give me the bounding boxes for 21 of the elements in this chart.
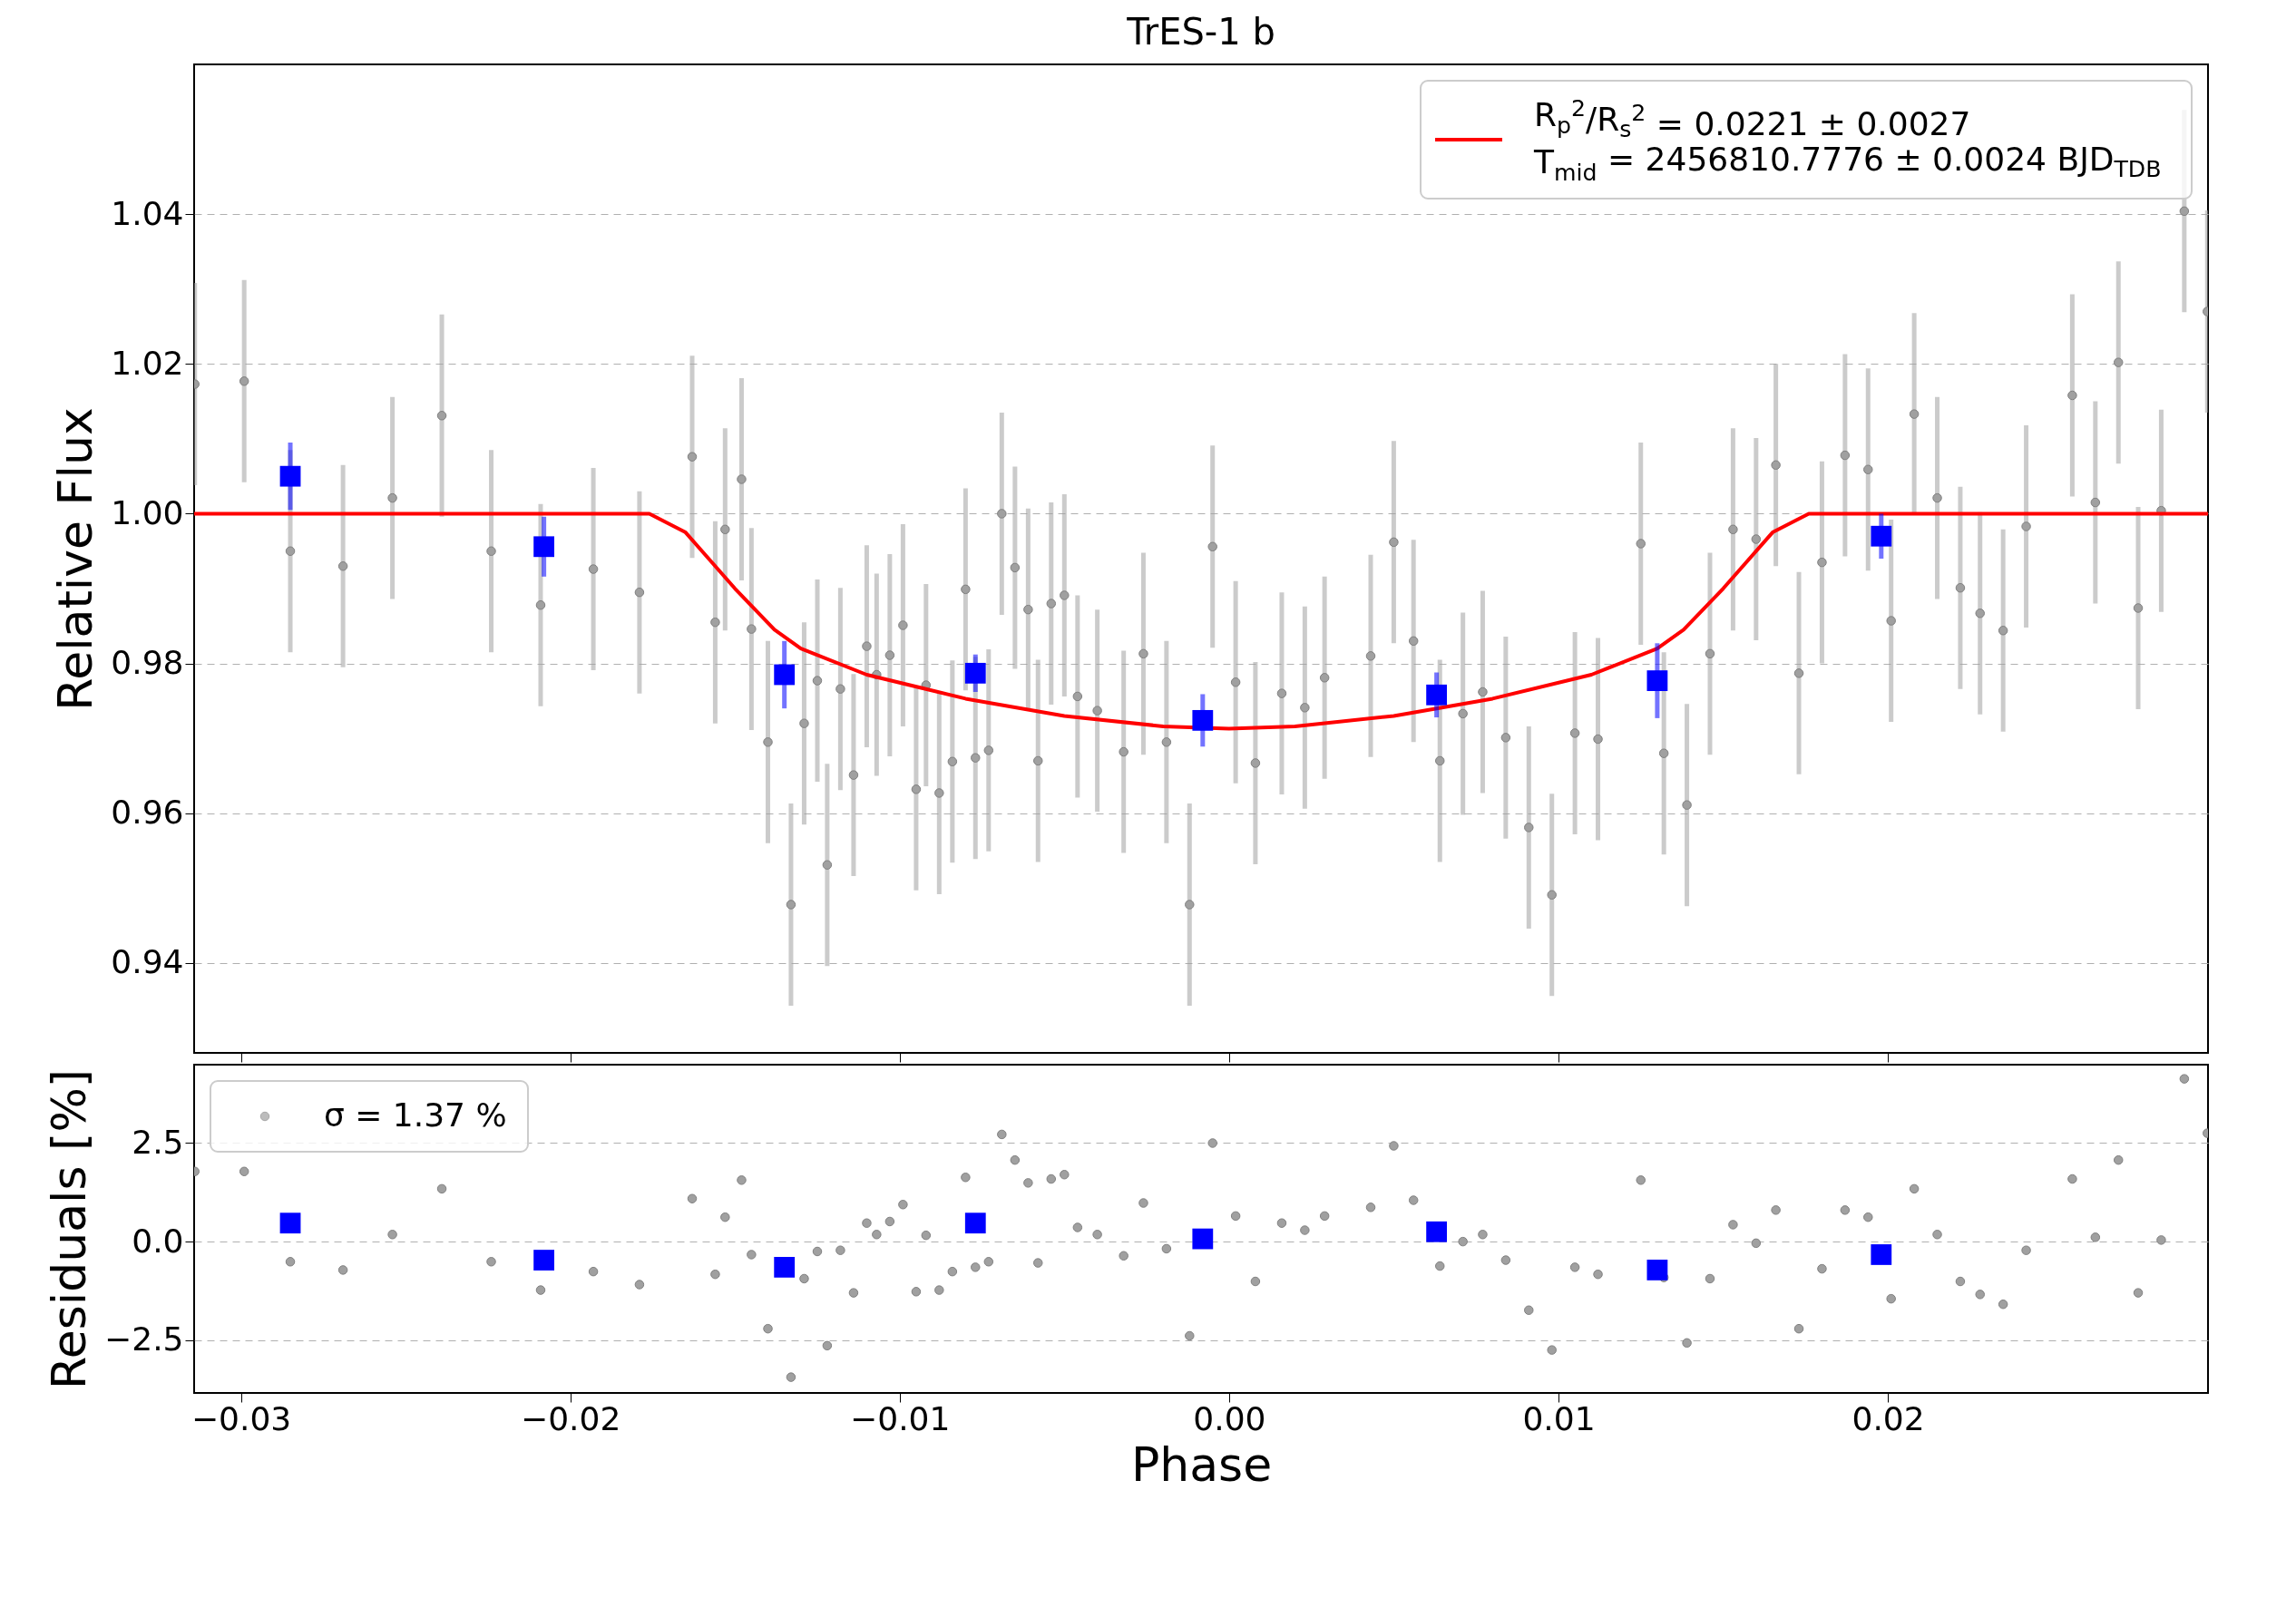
x-tick-label: 0.02 [1851,1399,1925,1437]
y-tick-label: 0.0 [132,1222,184,1260]
y-tick-label: 1.04 [111,194,184,232]
text: R$_{p}$$^{2}$/R$_{s}$$^{2}$ = 0.0221 ± 0.0027 T$_{mid}$ = 2456810.7776 ± 0.0024 BJD$_{TDB}$ [1534,94,2162,186]
y-tick-label: 1.00 [111,493,184,531]
x-tick-label: −0.03 [191,1399,292,1437]
y-tick-label: 1.02 [111,344,184,382]
x-tick-label: 0.00 [1193,1399,1266,1437]
x-tick-label: −0.01 [850,1399,951,1437]
y-tick-label: −2.5 [104,1320,184,1358]
y-tick-label: 0.96 [111,794,184,832]
x-tick-label: 0.01 [1522,1399,1596,1437]
y-tick-label: 0.98 [111,644,184,682]
x-tick-label: −0.02 [521,1399,621,1437]
y-axis-title: Residuals [%] [42,1068,97,1390]
y-tick-label: 2.5 [132,1123,184,1161]
chart-title: TrES-1 b [1126,11,1275,53]
x-axis-title: Phase [1130,1436,1273,1492]
y-axis-title: Relative Flux [48,407,103,711]
y-tick-label: 0.94 [111,943,184,981]
legend-label: σ = 1.37 % [324,1096,507,1134]
